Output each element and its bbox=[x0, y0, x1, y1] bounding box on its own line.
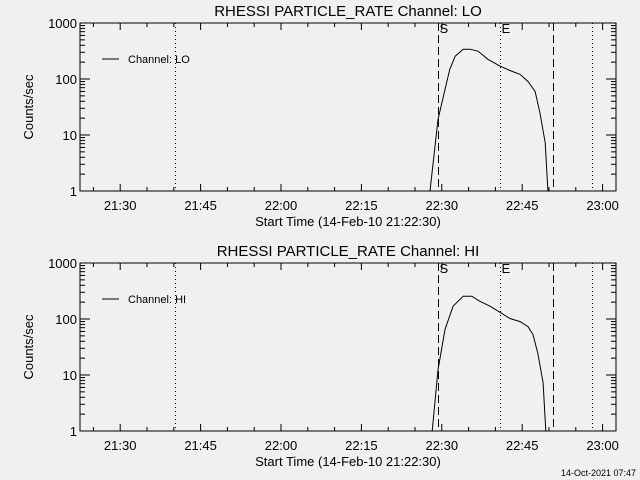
x-axis-label: Start Time (14-Feb-10 21:22:30) bbox=[255, 214, 441, 229]
x-tick-label: 21:45 bbox=[184, 198, 217, 213]
marker-label: E bbox=[502, 21, 511, 36]
chart-title: RHESSI PARTICLE_RATE Channel: LO bbox=[214, 3, 482, 20]
y-tick-label: 100 bbox=[55, 312, 77, 327]
x-tick-label: 22:00 bbox=[265, 438, 298, 453]
x-tick-label: 23:00 bbox=[586, 198, 619, 213]
x-tick-label: 22:15 bbox=[345, 438, 378, 453]
timestamp: 14-Oct-2021 07:47 bbox=[560, 468, 636, 478]
x-tick-label: 22:45 bbox=[506, 198, 539, 213]
x-tick-label: 22:00 bbox=[265, 198, 298, 213]
y-tick-label: 1000 bbox=[48, 16, 77, 31]
x-tick-label: 22:45 bbox=[506, 438, 539, 453]
legend-label: Channel: HI bbox=[128, 294, 186, 306]
y-tick-label: 10 bbox=[63, 128, 77, 143]
x-tick-label: 22:30 bbox=[426, 438, 459, 453]
plot-frame bbox=[79, 262, 617, 432]
y-axis-label: Counts/sec bbox=[21, 314, 36, 380]
series-line-0 bbox=[429, 48, 549, 192]
x-tick-label: 21:30 bbox=[104, 438, 137, 453]
x-tick-label: 23:00 bbox=[586, 438, 619, 453]
x-axis-label: Start Time (14-Feb-10 21:22:30) bbox=[255, 454, 441, 469]
y-tick-label: 1 bbox=[70, 424, 77, 439]
x-tick-label: 22:15 bbox=[345, 198, 378, 213]
chart-panel-1: 21:30 21:45 22:00 22:15 22:30 22:45 23:00 1 10 10… bbox=[21, 243, 619, 469]
marker-label: E bbox=[502, 261, 511, 276]
marker-label: S bbox=[440, 21, 449, 36]
plot-frame bbox=[79, 22, 617, 192]
y-tick-label: 10 bbox=[63, 368, 77, 383]
x-tick-label: 21:30 bbox=[104, 198, 137, 213]
x-tick-label: 21:45 bbox=[184, 438, 217, 453]
legend-label: Channel: LO bbox=[128, 54, 190, 66]
y-axis-label: Counts/sec bbox=[21, 74, 36, 140]
chart-panel-0: 21:30 21:45 22:00 22:15 22:30 22:45 23:00 1 10 10… bbox=[21, 3, 619, 229]
y-tick-label: 100 bbox=[55, 72, 77, 87]
chart-title: RHESSI PARTICLE_RATE Channel: HI bbox=[217, 243, 480, 260]
x-tick-label: 22:30 bbox=[426, 198, 459, 213]
marker-label: S bbox=[440, 261, 449, 276]
y-tick-label: 1 bbox=[70, 184, 77, 199]
y-tick-label: 1000 bbox=[48, 256, 77, 271]
series-line-0 bbox=[431, 295, 547, 432]
